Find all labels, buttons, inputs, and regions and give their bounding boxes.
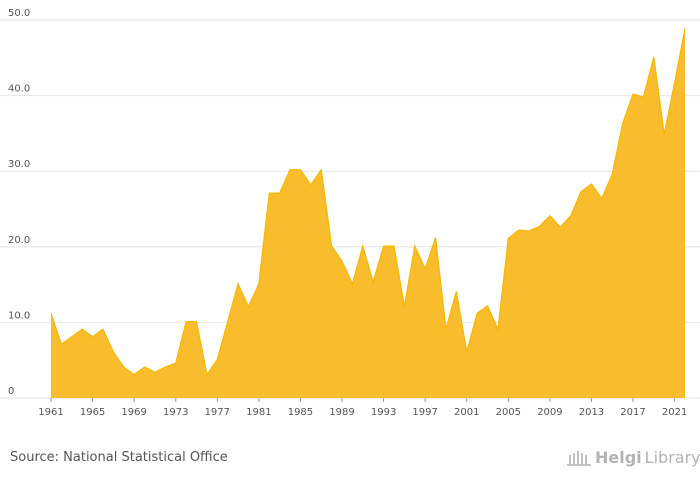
area-chart: 010.020.030.040.050.0 1961 1965 1969 1973 19… (0, 8, 700, 418)
data-area (51, 28, 685, 398)
y-tick-label: 50.0 (8, 8, 30, 19)
x-tick-label: 1989 (329, 407, 354, 418)
y-tick-label: 20.0 (8, 235, 30, 246)
x-tick-label: 1973 (163, 407, 188, 418)
source-note: Source: National Statistical Office (10, 450, 228, 465)
x-tick-label: 2009 (537, 407, 562, 418)
y-tick-label: 30.0 (8, 159, 30, 170)
x-tick-label: 2005 (496, 407, 521, 418)
data-line (50, 28, 686, 377)
y-tick-label: 40.0 (8, 84, 30, 95)
y-tick-label: 0 (8, 386, 14, 397)
x-tick-label: 2017 (620, 407, 645, 418)
x-tick-label: 1985 (288, 407, 313, 418)
x-tick-label: 1961 (38, 407, 63, 418)
x-tick-label: 2013 (579, 407, 604, 418)
y-tick-label: 10.0 (8, 310, 30, 321)
x-tick-label: 1969 (121, 407, 146, 418)
x-tick-label: 1993 (371, 407, 396, 418)
x-axis-ticks: 1961 1965 1969 1973 1977 1981 1985 1989 1993 1997… (38, 398, 687, 418)
x-tick-label: 1981 (246, 407, 271, 418)
y-axis-ticks: 0 10.0 20.0 30.0 40.0 50.0 (8, 8, 30, 397)
library-building-icon (567, 450, 591, 466)
brand-name-part2: Library. (644, 448, 700, 467)
x-tick-label: 2021 (662, 407, 687, 418)
brand-name-part1: Helgi (595, 448, 642, 467)
helgi-library-logo: Helgi Library. (566, 448, 700, 467)
x-tick-label: 1965 (80, 407, 105, 418)
x-tick-label: 2001 (454, 407, 479, 418)
x-tick-label: 1977 (205, 407, 230, 418)
x-tick-label: 1997 (412, 407, 437, 418)
